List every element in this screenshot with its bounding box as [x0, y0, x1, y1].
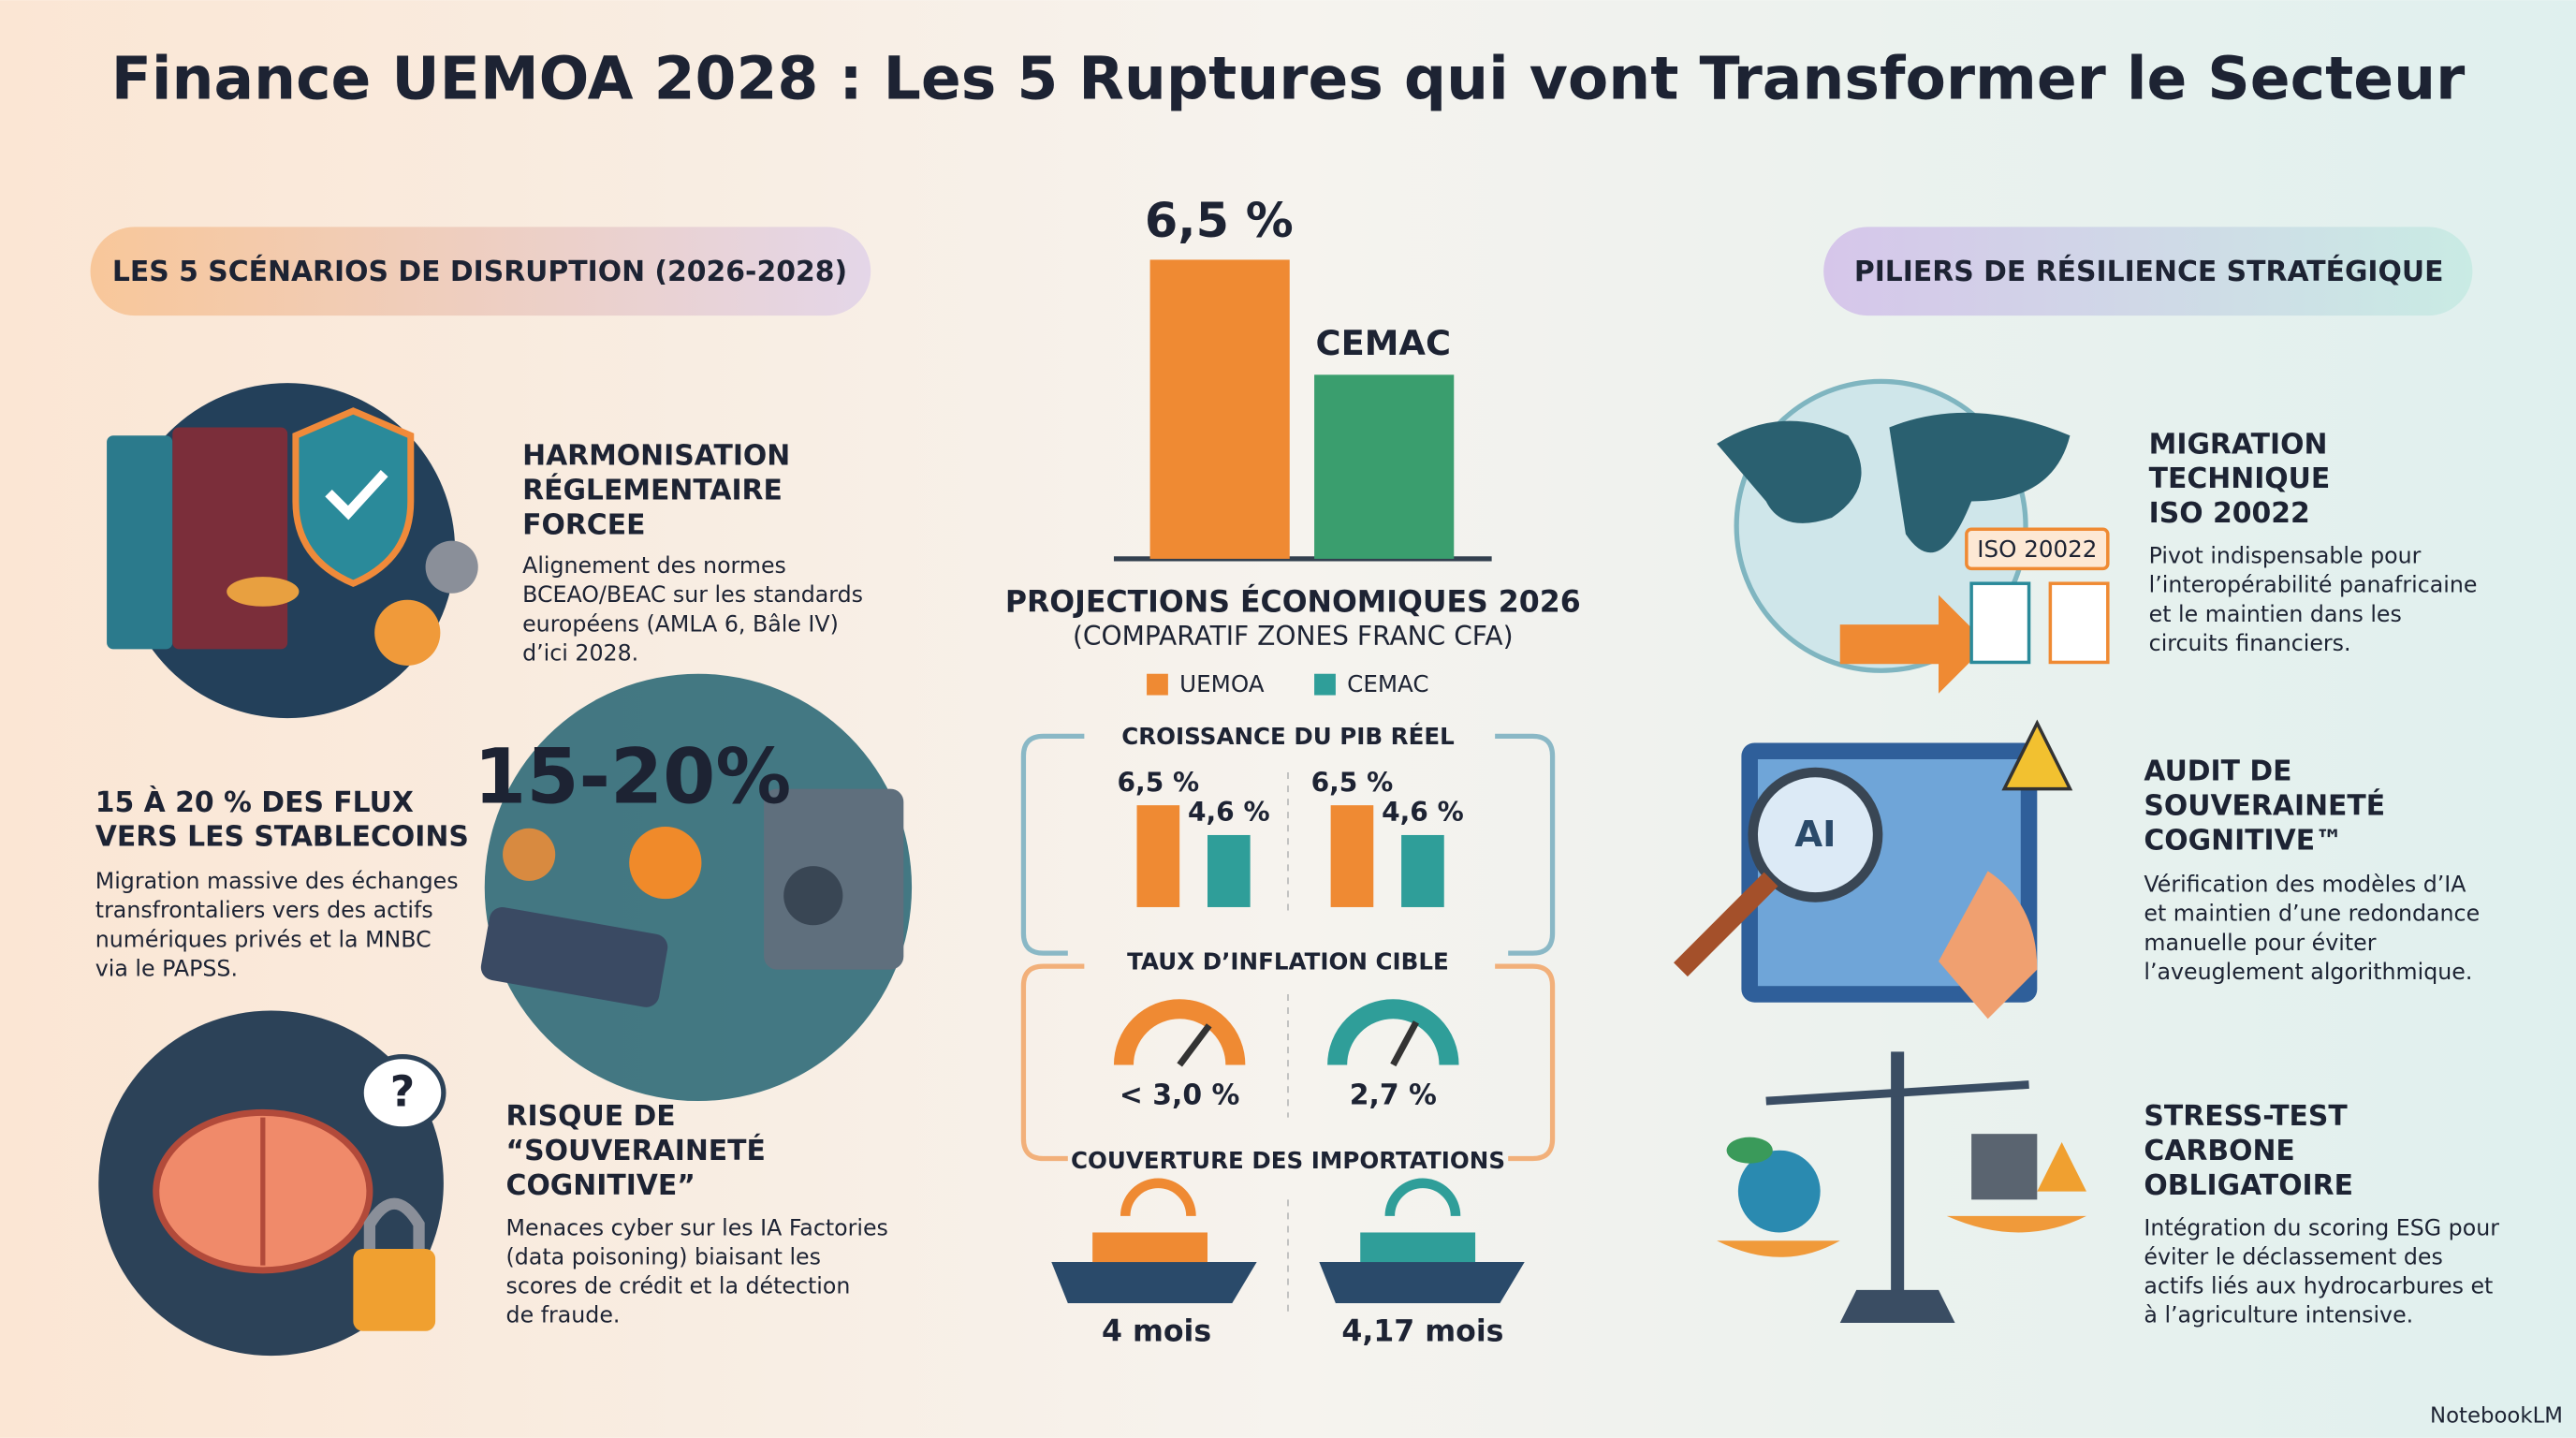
header-pill [1823, 227, 2473, 316]
value-label: 4,6 % [1382, 797, 1464, 828]
bar-label: 6,5 % [1145, 194, 1294, 249]
item-title: TECHNIQUE [2149, 462, 2331, 495]
legend-swatch [1314, 673, 1336, 696]
value-label: 6,5 % [1118, 767, 1200, 798]
panel-frame [1020, 963, 1556, 1162]
item-title: HARMONISATION [522, 440, 790, 473]
icon [1717, 378, 2110, 694]
item-text: d’ici 2028. [522, 639, 638, 666]
item-title: OBLIGATOIRE [2144, 1169, 2353, 1202]
bar-label: CEMAC [1316, 323, 1451, 363]
item-text: numériques privés et la MNBC [95, 926, 432, 952]
item-text: BCEAO/BEAC sur les standards [522, 581, 863, 608]
footer: NotebookLM [2430, 1404, 2563, 1429]
item-title: RÉGLEMENTAIRE [522, 473, 783, 506]
ship [1319, 1178, 1525, 1303]
item-title: CARBONE [2144, 1135, 2294, 1167]
item-text: Intégration du scoring ESG pour [2144, 1214, 2499, 1240]
icon-label: ? [390, 1067, 415, 1117]
icon [1674, 719, 2073, 1020]
item-title: VERS LES STABLECOINS [95, 821, 469, 854]
import-label: 4 mois [1102, 1315, 1211, 1349]
item-title: COGNITIVE™ [2144, 824, 2343, 857]
value-label: 6,5 % [1311, 767, 1394, 798]
item-text: de fraude. [506, 1302, 621, 1328]
item-text: Alignement des normes [522, 552, 786, 579]
item-text: (data poisoning) biaisant les [506, 1244, 821, 1270]
item-text: actifs liés aux hydrocarbures et [2144, 1273, 2493, 1299]
legend-swatch [1147, 673, 1168, 696]
section-header: PILIERS DE RÉSILIENCE STRATÉGIQUE [1854, 255, 2444, 288]
icon-label: AI [1794, 814, 1836, 856]
page-title: Finance UEMOA 2028 : Les 5 Ruptures qui … [111, 43, 2466, 112]
item-text: éviter le déclassement des [2144, 1244, 2442, 1270]
item-text: Pivot indispensable pour [2149, 543, 2422, 569]
bar [1136, 805, 1180, 907]
item-title: COGNITIVE” [506, 1169, 695, 1202]
item-text: circuits financiers. [2149, 630, 2351, 656]
chart-title: PROJECTIONS ÉCONOMIQUES 2026 [1005, 583, 1581, 619]
item-text: et le maintien dans les [2149, 601, 2402, 627]
panel-title: COUVERTURE DES IMPORTATIONS [1071, 1147, 1505, 1174]
value-label: 4,6 % [1188, 797, 1270, 828]
item-text: Vérification des modèles d’IA [2144, 872, 2466, 898]
item-text: l’interopérabilité panafricaine [2149, 572, 2478, 598]
item-text: Menaces cyber sur les IA Factories [506, 1214, 888, 1240]
bar [1401, 834, 1444, 907]
bar [1149, 259, 1290, 559]
icon [480, 673, 913, 1102]
panel-frame [1020, 733, 1556, 956]
item-title: RISQUE DE [506, 1100, 676, 1133]
item-text: via le PAPSS. [95, 955, 238, 981]
ship [1051, 1178, 1257, 1303]
item-text: scores de crédit et la détection [506, 1273, 851, 1299]
legend-label: UEMOA [1179, 670, 1265, 697]
item-title: AUDIT DE [2144, 756, 2291, 788]
gauge [1327, 999, 1459, 1067]
item-text: manuelle pour éviter [2144, 930, 2376, 956]
item-title: 15 À 20 % DES FLUX [95, 785, 414, 819]
item-title: SOUVERAINETÉ [2144, 788, 2385, 822]
icon [1717, 1051, 2086, 1323]
legend-label: CEMAC [1347, 670, 1428, 697]
header-pill [90, 227, 871, 316]
icon [98, 1010, 446, 1357]
gauge-label: 2,7 % [1350, 1078, 1437, 1111]
import-label: 4,17 mois [1341, 1315, 1503, 1349]
item-text: transfrontaliers vers des actifs [95, 897, 433, 923]
bar [1208, 834, 1251, 907]
item-title: MIGRATION [2149, 428, 2328, 461]
item-title: STRESS-TEST [2144, 1100, 2348, 1133]
item-text: à l’agriculture intensive. [2144, 1302, 2413, 1328]
icon [107, 383, 478, 719]
panel-title: TAUX D’INFLATION CIBLE [1127, 948, 1449, 976]
item-title: ISO 20022 [2149, 497, 2310, 530]
item-text: Migration massive des échanges [95, 868, 459, 894]
bar [1314, 374, 1455, 559]
panel-title: CROISSANCE DU PIB RÉEL [1121, 723, 1455, 750]
bar [1330, 805, 1374, 907]
tag: ISO 20022 [1977, 536, 2097, 563]
item-text: et maintien d’une redondance [2144, 901, 2480, 927]
section-header: LES 5 SCÉNARIOS DE DISRUPTION (2026-2028… [112, 255, 847, 288]
gauge-label: < 3,0 % [1120, 1078, 1239, 1111]
gauge [1113, 999, 1246, 1067]
badge: 15-20% [474, 734, 791, 822]
item-text: l’aveuglement algorithmique. [2144, 959, 2472, 985]
item-text: européens (AMLA 6, Bâle IV) [522, 610, 839, 637]
item-title: “SOUVERAINETÉ [506, 1134, 766, 1167]
chart-subtitle: (COMPARATIF ZONES FRANC CFA) [1073, 621, 1514, 652]
item-title: FORCEE [522, 508, 645, 541]
